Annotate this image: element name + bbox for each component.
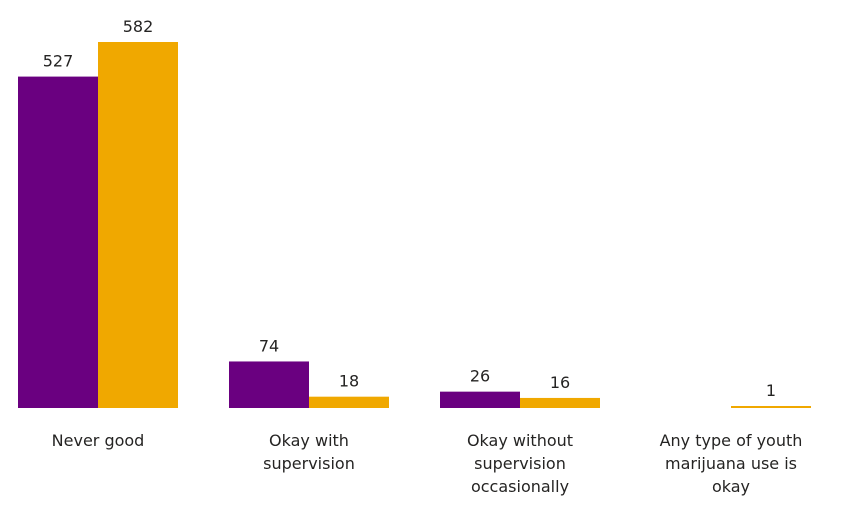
category-label-line: okay xyxy=(712,477,750,496)
category-label-line: Okay without xyxy=(467,431,573,450)
category-label-line: marijuana use is xyxy=(665,454,797,473)
bar-s1-1 xyxy=(18,76,98,408)
category-label-line: Okay with xyxy=(269,431,349,450)
bar-s1-2 xyxy=(229,361,309,408)
bar-s2-1 xyxy=(98,42,178,408)
data-label-s2-2: 18 xyxy=(339,372,359,391)
bar-s2-4 xyxy=(731,406,811,408)
bar-s2-3 xyxy=(520,397,600,408)
data-label-s1-1: 527 xyxy=(43,52,74,71)
data-label-s1-2: 74 xyxy=(259,336,279,355)
bar-s1-3 xyxy=(440,391,520,408)
category-label-line: Never good xyxy=(52,431,145,450)
category-label-1: Never good xyxy=(52,431,145,450)
data-label-s2-4: 1 xyxy=(766,381,776,400)
category-label-line: occasionally xyxy=(471,477,569,496)
data-label-s2-3: 16 xyxy=(550,373,570,392)
category-label-2: Okay with supervision xyxy=(263,431,355,473)
category-label-line: supervision xyxy=(474,454,566,473)
category-label-line: supervision xyxy=(263,454,355,473)
category-label-line: Any type of youth xyxy=(660,431,803,450)
category-label-3: Okay without supervision occasionally xyxy=(467,431,573,496)
data-label-s2-1: 582 xyxy=(123,17,154,36)
bar-s2-2 xyxy=(309,396,389,408)
category-label-4: Any type of youth marijuana use is okay xyxy=(660,431,803,496)
data-label-s1-3: 26 xyxy=(470,367,490,386)
